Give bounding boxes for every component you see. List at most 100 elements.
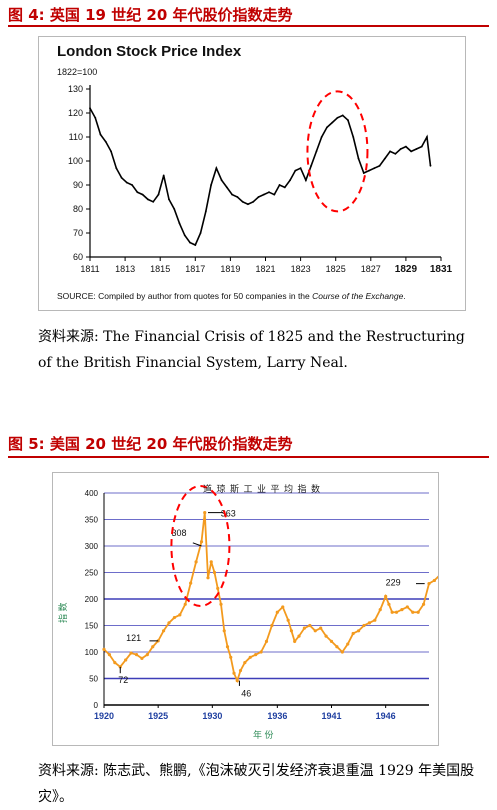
chart-source-note: SOURCE: Compiled by author from quotes f… xyxy=(57,291,406,301)
data-point xyxy=(161,629,166,633)
value-label: 308 xyxy=(172,528,187,538)
data-point xyxy=(400,608,404,612)
figure-4-caption: 图 4: 英国 19 世纪 20 年代股价指数走势 xyxy=(8,6,293,24)
x-tick-label: 1817 xyxy=(185,264,205,274)
x-tick-label: 1813 xyxy=(115,264,135,274)
data-point xyxy=(157,193,160,196)
data-point xyxy=(178,613,182,617)
value-label: 363 xyxy=(221,509,236,519)
y-tick-label: 300 xyxy=(85,542,99,551)
data-point xyxy=(194,244,197,246)
x-tick-label: 1823 xyxy=(291,264,311,274)
data-point xyxy=(351,631,355,636)
data-point xyxy=(238,668,243,673)
data-point xyxy=(315,150,318,153)
y-tick-label: 200 xyxy=(85,595,99,604)
data-point xyxy=(183,234,186,237)
y-tick-label: 50 xyxy=(89,675,98,684)
data-point xyxy=(120,176,123,179)
data-point xyxy=(183,602,187,606)
data-point xyxy=(378,164,381,167)
data-point xyxy=(147,198,149,201)
highlight-ellipse xyxy=(170,485,231,607)
data-point xyxy=(420,145,423,148)
data-point xyxy=(394,610,399,614)
data-point xyxy=(362,623,366,628)
source-note-italic: Course of the Exchange xyxy=(312,291,403,301)
data-point xyxy=(247,203,249,206)
data-points xyxy=(102,511,442,683)
x-tick-label: 1815 xyxy=(150,264,170,274)
dow-jones-chart: 0 50 100 150 200 250 300 350 400 1920 1925 1930 1936… xyxy=(57,483,442,740)
data-point xyxy=(136,191,139,194)
y-tick-label: 250 xyxy=(85,569,99,578)
chart-title: London Stock Price Index xyxy=(57,43,242,60)
data-point xyxy=(168,198,170,201)
data-point xyxy=(134,653,139,657)
highlight-ellipse xyxy=(306,90,369,213)
data-point xyxy=(411,610,415,614)
y-tick-label: 90 xyxy=(73,180,83,190)
data-point xyxy=(235,679,239,683)
data-point xyxy=(336,116,339,119)
data-point xyxy=(347,119,349,122)
data-point xyxy=(313,629,317,633)
data-point xyxy=(216,586,220,590)
data-point xyxy=(415,148,418,150)
london-chart-panel: London Stock Price Index 1822=100 60 70 80… xyxy=(38,36,466,311)
data-point xyxy=(222,629,226,633)
data-point xyxy=(326,126,328,129)
y-tick-label: 400 xyxy=(85,489,99,498)
y-tick-label: 60 xyxy=(73,252,83,262)
data-point xyxy=(140,656,144,660)
data-point xyxy=(236,196,239,198)
caption-underline xyxy=(8,25,489,27)
data-point xyxy=(283,186,286,189)
y-tick-label: 100 xyxy=(85,648,99,657)
data-point xyxy=(241,200,244,203)
data-point xyxy=(264,639,269,643)
data-point xyxy=(384,594,388,598)
data-point xyxy=(102,647,106,651)
chart-subtitle: 1822=100 xyxy=(57,67,97,77)
data-point xyxy=(270,623,274,628)
data-point xyxy=(340,650,344,654)
dow-chart-panel: 0 50 100 150 200 250 300 350 400 1920 1925 1930 1936… xyxy=(52,472,442,746)
data-point xyxy=(229,655,233,659)
data-point xyxy=(399,148,402,150)
y-axis-label: 指 数 xyxy=(57,602,68,623)
y-tick-label: 130 xyxy=(68,84,83,94)
value-label: 229 xyxy=(386,578,401,588)
data-point xyxy=(426,136,428,138)
data-point xyxy=(429,164,432,167)
x-tick-label: 1819 xyxy=(220,264,240,274)
data-point xyxy=(110,150,112,153)
x-tick-label: 1920 xyxy=(94,711,114,721)
data-point xyxy=(410,150,413,153)
value-label: 72 xyxy=(118,675,128,685)
x-tick-label: 1925 xyxy=(148,711,168,721)
data-point xyxy=(405,605,409,609)
data-point xyxy=(275,610,279,614)
data-point xyxy=(173,208,176,210)
data-point xyxy=(383,157,386,160)
data-point xyxy=(373,167,376,170)
data-point xyxy=(394,152,397,155)
data-point xyxy=(268,191,270,194)
data-point xyxy=(427,582,431,586)
data-point xyxy=(225,186,228,189)
chart-title: 道 琼 斯 工 业 平 均 指 数 xyxy=(203,483,321,494)
data-point xyxy=(320,136,323,138)
data-point xyxy=(215,167,218,170)
y-tick-label: 70 xyxy=(73,228,83,238)
data-point xyxy=(189,241,191,244)
figure-4-source: 资料来源: The Financial Crisis of 1825 and t… xyxy=(38,329,465,371)
x-axis-label: 年 份 xyxy=(253,729,274,740)
y-tick-label: 120 xyxy=(68,108,83,118)
data-point xyxy=(248,655,252,659)
data-point xyxy=(273,193,276,196)
y-tick-label: 350 xyxy=(85,516,99,525)
data-point xyxy=(302,626,307,630)
data-point xyxy=(416,610,420,614)
x-tick-label: 1831 xyxy=(430,264,453,275)
